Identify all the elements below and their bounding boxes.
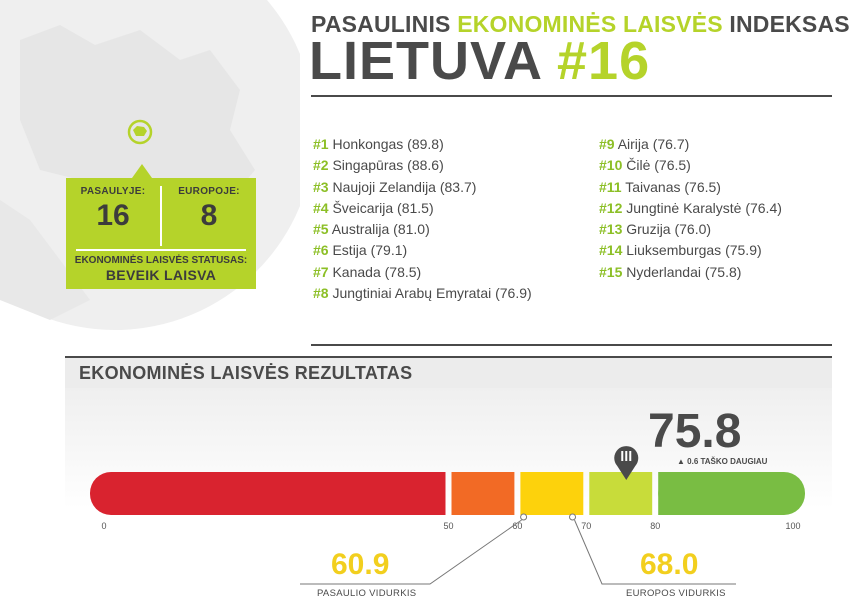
divider	[311, 95, 832, 97]
world-average-dot	[520, 513, 528, 521]
ranking-list-right: #9 Airija (76.7) #10 Čilė (76.5) #11 Taiva…	[599, 136, 782, 285]
world-average-leader	[300, 519, 522, 585]
ranking-country: Taivanas (76.5)	[621, 178, 721, 195]
ranking-item: #10 Čilė (76.5)	[599, 157, 782, 178]
tick-label: 80	[650, 521, 660, 531]
score-value: 75.8	[648, 405, 742, 458]
section-title: EKONOMINĖS LAISVĖS REZULTATAS	[79, 363, 413, 383]
map-pin-icon	[127, 119, 153, 145]
scale-segment	[589, 472, 653, 515]
tick-label: 50	[443, 521, 453, 531]
ranking-item: #4 Šveicarija (81.5)	[313, 200, 532, 221]
ranking-number: #15	[599, 263, 623, 280]
ranking-number: #3	[313, 178, 329, 195]
europe-average-leader	[574, 519, 736, 585]
world-rank: PASAULYJE: 16	[80, 186, 146, 232]
ranking-number: #13	[599, 221, 623, 238]
ranking-number: #4	[313, 199, 329, 216]
ranking-item: #9 Airija (76.7)	[599, 136, 782, 157]
ranking-number: #10	[599, 157, 623, 174]
tick-label: 60	[512, 521, 522, 531]
ranking-country: Singapūras (88.6)	[328, 157, 444, 174]
tick-label: 0	[101, 521, 106, 531]
ranking-item: #1 Honkongas (89.8)	[313, 136, 532, 157]
marker-pin-icon	[614, 446, 639, 480]
ranking-number: #11	[599, 178, 622, 195]
ranking-country: Šveicarija (81.5)	[328, 199, 434, 216]
ranking-country: Nyderlandai (75.8)	[622, 263, 742, 280]
scale-segment	[658, 472, 775, 515]
country-title: LIETUVA #16	[309, 30, 650, 92]
ranking-number: #7	[313, 263, 329, 280]
europe-average-dot	[569, 513, 577, 521]
ranking-item: #6 Estija (79.1)	[313, 242, 532, 263]
ranking-number: #2	[313, 157, 329, 174]
ranking-item: #14 Liuksemburgas (75.9)	[599, 242, 782, 263]
section-header: EKONOMINĖS LAISVĖS REZULTATAS	[65, 356, 832, 388]
ranking-number: #1	[313, 136, 329, 152]
ranking-number: #9	[599, 136, 615, 152]
ranking-country: Jungtiniai Arabų Emyratai (76.9)	[328, 285, 532, 302]
europe-average-label: EUROPOS VIDURKIS	[626, 588, 726, 599]
europe-average-value: 68.0	[640, 548, 699, 581]
tick-label: 70	[581, 521, 591, 531]
index-title: PASAULINIS EKONOMINĖS LAISVĖS INDEKSAS:	[311, 11, 850, 37]
ranking-country: Australija (81.0)	[328, 221, 430, 238]
ranking-country: Jungtinė Karalystė (76.4)	[622, 199, 782, 216]
scale-segment	[451, 472, 515, 515]
ranking-country: Gruzija (76.0)	[622, 221, 712, 238]
freedom-status: EKONOMINĖS LAISVĖS STATUSAS: BEVEIK LAIS…	[74, 255, 248, 283]
ranking-country: Čilė (76.5)	[622, 157, 691, 174]
ranking-country: Estija (79.1)	[328, 242, 408, 259]
country-rank: #16	[557, 31, 651, 91]
ranking-number: #14	[599, 242, 623, 259]
ranking-country: Kanada (78.5)	[328, 263, 422, 280]
ranking-item: #5 Australija (81.0)	[313, 221, 532, 242]
ranking-item: #11 Taivanas (76.5)	[599, 179, 782, 200]
divider	[311, 344, 832, 346]
ranking-item: #15 Nyderlandai (75.8)	[599, 264, 782, 285]
ranking-number: #12	[599, 199, 623, 216]
ranking-number: #8	[313, 285, 329, 302]
ranking-item: #2 Singapūras (88.6)	[313, 157, 532, 178]
tick-label: 100	[785, 521, 800, 531]
ranking-list-left: #1 Honkongas (89.8) #2 Singapūras (88.6) #…	[313, 136, 532, 306]
scale-segment	[520, 472, 584, 515]
ranking-item: #12 Jungtinė Karalystė (76.4)	[599, 200, 782, 221]
ranking-item: #7 Kanada (78.5)	[313, 264, 532, 285]
score-change: ▲ 0.6 TAŠKO DAUGIAU	[677, 457, 768, 466]
stats-panel: PASAULYJE: 16 EUROPOJE: 8 EKONOMINĖS LAI…	[66, 164, 256, 289]
ranking-country: Liuksemburgas (75.9)	[622, 242, 762, 259]
scale-segment	[120, 472, 446, 515]
world-average-label: PASAULIO VIDURKIS	[317, 588, 417, 599]
ranking-country: Airija (76.7)	[614, 136, 690, 152]
ranking-item: #13 Gruzija (76.0)	[599, 221, 782, 242]
ranking-item: #8 Jungtiniai Arabų Emyratai (76.9)	[313, 285, 532, 306]
ranking-country: Honkongas (89.8)	[328, 136, 444, 152]
europe-rank: EUROPOJE: 8	[178, 186, 240, 232]
country-name: LIETUVA	[309, 31, 543, 91]
world-average-value: 60.9	[331, 548, 390, 581]
ranking-number: #6	[313, 242, 329, 259]
ranking-item: #3 Naujoji Zelandija (83.7)	[313, 179, 532, 200]
ranking-number: #5	[313, 221, 329, 238]
ranking-country: Naujoji Zelandija (83.7)	[328, 178, 477, 195]
